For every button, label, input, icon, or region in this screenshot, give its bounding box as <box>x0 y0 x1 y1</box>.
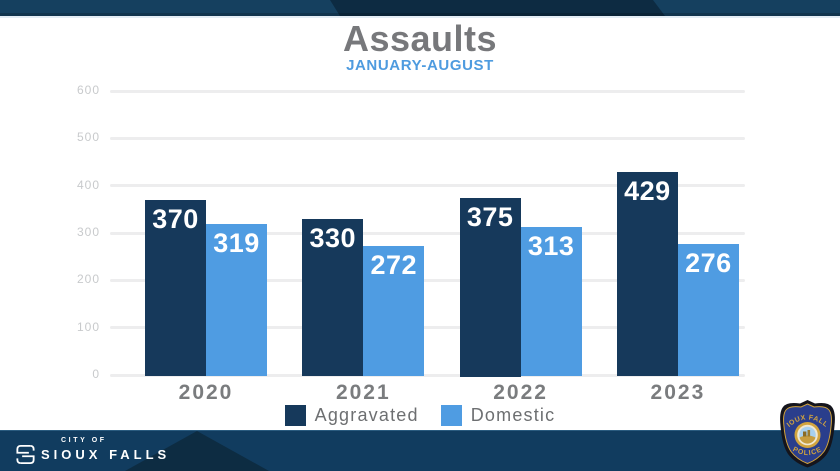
y-axis-tick: 400 <box>76 177 100 192</box>
gridline <box>110 136 745 140</box>
bar-aggravated <box>145 199 206 377</box>
x-axis-label: 2021 <box>335 380 391 404</box>
bar-value-label: 276 <box>685 248 732 279</box>
bar-value-label: 313 <box>527 230 575 261</box>
badge-seal-tower <box>807 430 811 437</box>
legend-swatch <box>440 405 462 426</box>
city-of-sioux-falls-logo-icon <box>16 444 35 465</box>
footer-banner: CITY OF SIOUX FALLS <box>0 430 840 471</box>
bar-domestic <box>363 246 425 377</box>
y-axis-tick: 300 <box>76 225 100 239</box>
gridline <box>110 184 745 188</box>
x-axis-label: 2022 <box>493 380 548 404</box>
police-badge-icon: SIOUX FALLS POLICE <box>776 399 835 468</box>
bar-domestic <box>677 244 739 377</box>
legend-label: Domestic <box>470 405 556 425</box>
bar-aggravated <box>302 218 364 377</box>
y-axis-tick: 0 <box>92 367 100 381</box>
footer-triangle-shape <box>125 431 269 471</box>
chart-legend: Aggravated Domestic <box>0 405 840 426</box>
footer-triangle-polygon <box>125 431 269 471</box>
y-axis-tick: 600 <box>76 83 100 97</box>
footer-city-of-label: CITY OF <box>61 437 107 444</box>
x-axis-label: 2020 <box>178 380 234 404</box>
y-axis-tick: 100 <box>76 319 100 334</box>
top-banner-accent-shape <box>330 0 665 16</box>
bar-value-label: 370 <box>152 203 199 234</box>
footer-sioux-falls-label: SIOUX FALLS <box>41 447 171 462</box>
badge-seal-ground <box>799 435 816 444</box>
bar-domestic <box>520 226 582 377</box>
badge-seal-building <box>803 431 807 437</box>
legend-item-domestic: Domestic <box>440 405 556 426</box>
legend-label: Aggravated <box>314 405 419 425</box>
gridline <box>110 278 745 282</box>
top-banner-shade <box>0 13 840 16</box>
badge-bottom-text: POLICE <box>791 446 823 457</box>
page-subtitle: JANUARY-AUGUST <box>346 57 494 74</box>
y-axis-tick: 500 <box>76 130 100 145</box>
bar-value-label: 319 <box>213 228 260 258</box>
bar-aggravated <box>459 197 521 377</box>
gridline <box>110 89 745 93</box>
legend-item-aggravated: Aggravated <box>284 405 419 426</box>
legend-swatch <box>284 405 306 426</box>
bar-domestic <box>206 224 267 377</box>
page-title: Assaults <box>342 18 498 59</box>
x-axis-label: 2023 <box>650 380 706 404</box>
gridline <box>110 326 745 330</box>
bar-value-label: 272 <box>370 250 418 281</box>
footer-wordmark: CITY OF SIOUX FALLS <box>41 437 170 462</box>
gridline <box>110 231 745 235</box>
y-axis-tick: 200 <box>76 272 100 287</box>
bar-value-label: 429 <box>624 175 671 206</box>
gridline <box>110 373 745 377</box>
bar-aggravated <box>616 171 678 377</box>
top-banner <box>0 0 840 16</box>
bar-value-label: 375 <box>466 201 514 232</box>
bar-value-label: 330 <box>309 222 357 253</box>
top-banner-underline <box>0 16 840 18</box>
